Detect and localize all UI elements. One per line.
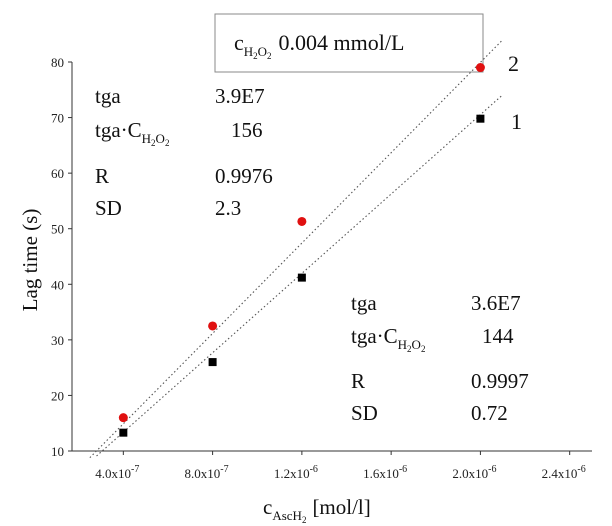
title-sub-n2: 2: [267, 51, 272, 61]
trend-line-series-1: [96, 94, 504, 457]
title-value: 0.004 mmol/L: [279, 30, 405, 55]
y-tick-label: 40: [51, 277, 64, 292]
point-series-2: [297, 216, 307, 226]
point-series-2: [208, 321, 218, 331]
trend-line-series-2: [89, 39, 504, 459]
x-tick-label: 1.2x10-6: [274, 464, 318, 481]
stats1-tgac-value: 144: [482, 324, 514, 348]
x-title-main: c: [263, 495, 272, 519]
y-tick-label: 60: [51, 166, 64, 181]
stats1-tga-value: 3.6E7: [471, 291, 521, 315]
stats2-tgac-label: tga·CH2O2: [95, 118, 169, 148]
stats2-tga-label: tga: [95, 84, 121, 108]
point-series-1: [119, 428, 128, 437]
y-tick-label: 70: [51, 111, 64, 126]
y-tick-label: 50: [51, 222, 64, 237]
x-tick-label: 8.0x10-7: [185, 464, 229, 481]
stats2-r-label: R: [95, 164, 109, 188]
stats1-r-label: R: [351, 369, 365, 393]
stats2-r-value: 0.9976: [215, 164, 273, 188]
x-title-unit: [mol/l]: [312, 495, 370, 519]
stats2-tgac-value: 156: [231, 118, 263, 142]
x-axis-title: cAscH2 [mol/l]: [263, 495, 371, 525]
y-tick-label: 30: [51, 333, 64, 348]
stats1-r-value: 0.9997: [471, 369, 529, 393]
y-ticks: 10 20 30 40 50 60 70 80: [51, 55, 72, 459]
point-series-1: [476, 114, 485, 123]
point-series-1: [208, 358, 217, 367]
data-points: [118, 63, 485, 437]
title-prefix: c: [234, 30, 244, 55]
title-sub-n1: 2: [253, 51, 258, 61]
stats2-tga-value: 3.9E7: [215, 84, 265, 108]
point-series-2: [118, 413, 128, 423]
stats1-tgac-label: tga·CH2O2: [351, 324, 425, 354]
x-title-sub: AscH: [272, 508, 302, 523]
y-tick-label: 80: [51, 55, 64, 70]
series-label-1: 1: [511, 109, 522, 134]
series-label-2: 2: [508, 51, 519, 76]
point-series-1: [297, 273, 306, 282]
y-tick-label: 20: [51, 388, 64, 403]
x-tick-label: 1.6x10-6: [363, 464, 407, 481]
chart-title: cH2O20.004 mmol/L: [234, 30, 404, 61]
x-title-sub-n: 2: [302, 515, 307, 525]
y-tick-label: 10: [51, 444, 64, 459]
stats2-sd-label: SD: [95, 196, 122, 220]
stats2-sd-value: 2.3: [215, 196, 241, 220]
stats-series-1: tga 3.6E7 tga·CH2O2 144 R 0.9997 SD 0.72: [351, 291, 529, 425]
trend-lines: [89, 39, 504, 459]
title-box: [214, 13, 484, 73]
stats1-sd-value: 0.72: [471, 401, 508, 425]
x-tick-label: 4.0x10-7: [95, 464, 139, 481]
x-tick-label: 2.4x10-6: [542, 464, 586, 481]
x-tick-label: 2.0x10-6: [452, 464, 496, 481]
title-sub-h: H: [244, 44, 253, 59]
y-axis-title: Lag time (s): [18, 209, 42, 312]
stats1-sd-label: SD: [351, 401, 378, 425]
point-series-2: [475, 63, 485, 73]
stats1-tga-label: tga: [351, 291, 377, 315]
stats-series-2: tga 3.9E7 tga·CH2O2 156 R 0.9976 SD 2.3: [95, 84, 273, 220]
x-ticks: 4.0x10-7 8.0x10-7 1.2x10-6 1.6x10-6 2.0x10-6…: [95, 451, 586, 481]
title-sub-o: O: [258, 44, 267, 59]
